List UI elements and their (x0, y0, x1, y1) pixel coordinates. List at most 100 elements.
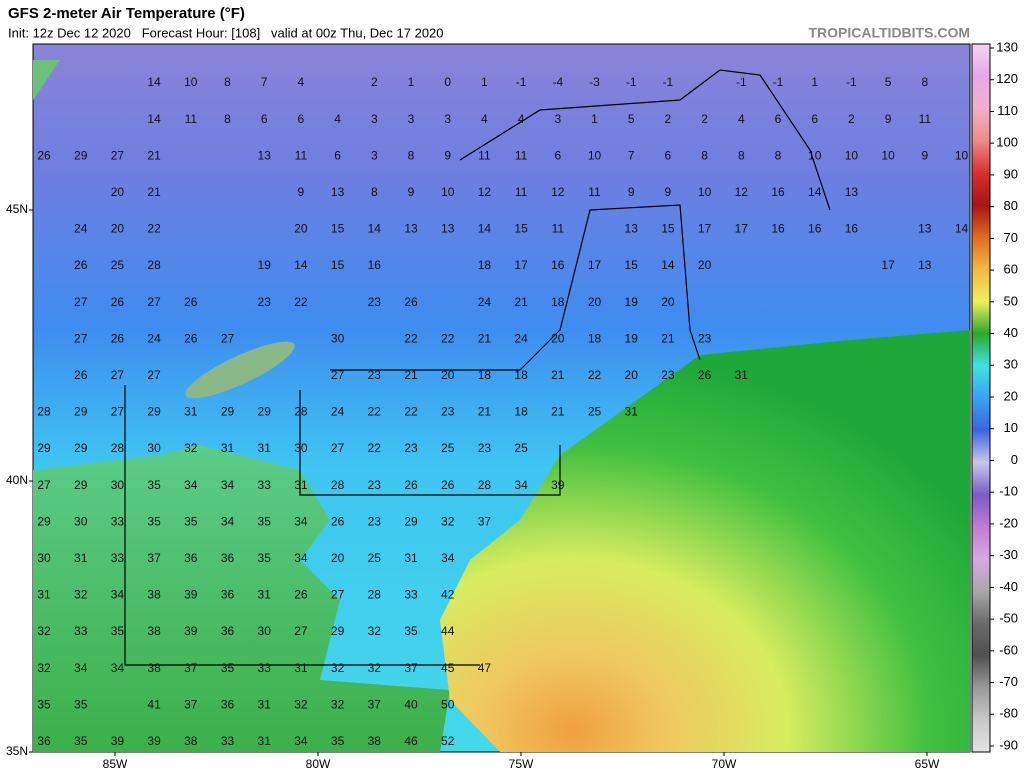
temperature-value: 8 (775, 148, 782, 162)
temperature-value: 21 (514, 295, 528, 309)
temperature-value: 6 (261, 112, 268, 126)
temperature-value: 19 (625, 295, 639, 309)
lat-label: 40N (6, 473, 28, 487)
temperature-values: 14 10 8 7 4 2 1 0 1 -1 -4 -3 -1 -1 -1 -1 1 -1 5 814 11 8 6 6 4 3 3… (37, 75, 968, 748)
temperature-value: 31 (221, 441, 235, 455)
colorbar-label: 30 (1004, 357, 1018, 372)
temperature-value: 9 (444, 148, 451, 162)
colorbar-label: 90 (1004, 166, 1018, 181)
temperature-value: 31 (404, 551, 418, 565)
temperature-value: 34 (184, 478, 198, 492)
temperature-value: 27 (331, 441, 345, 455)
temperature-value: 26 (441, 478, 455, 492)
temperature-value: 26 (74, 368, 88, 382)
temperature-value: 26 (111, 331, 125, 345)
temperature-value: 23 (404, 441, 418, 455)
temperature-value: 26 (294, 588, 308, 602)
temperature-value: -1 (516, 75, 527, 89)
temperature-value: 15 (331, 222, 345, 236)
temperature-value: 38 (147, 588, 161, 602)
temperature-value: 37 (478, 514, 492, 528)
temperature-value: 19 (258, 258, 272, 272)
temperature-value: 32 (441, 514, 455, 528)
temperature-value: 20 (588, 295, 602, 309)
colorbar-label: 100 (996, 135, 1018, 150)
temperature-value: 30 (37, 551, 51, 565)
temperature-value: 4 (481, 112, 488, 126)
temperature-value: 20 (294, 222, 308, 236)
temperature-value: 24 (331, 405, 345, 419)
temperature-value: 6 (811, 112, 818, 126)
temperature-value: 13 (441, 222, 455, 236)
temperature-value: 3 (408, 112, 415, 126)
temperature-value: 22 (404, 405, 418, 419)
temperature-value: 35 (111, 624, 125, 638)
temperature-value: 23 (368, 478, 382, 492)
temperature-value: 29 (258, 405, 272, 419)
colorbar-label: -80 (999, 706, 1018, 721)
colorbar-label: 110 (997, 103, 1018, 118)
temperature-value: 26 (404, 295, 418, 309)
temperature-value: 26 (37, 148, 51, 162)
lat-label: 45N (6, 202, 28, 216)
temperature-value: 39 (184, 624, 198, 638)
temperature-value: 18 (551, 295, 565, 309)
temperature-value: 32 (368, 661, 382, 675)
colorbar-label: 80 (1004, 198, 1018, 213)
colorbar-label: 130 (996, 39, 1018, 54)
temperature-value: 35 (37, 697, 51, 711)
temperature-value: 26 (404, 478, 418, 492)
temperature-value: 7 (628, 148, 635, 162)
temperature-value: 2 (848, 112, 855, 126)
temperature-value: 26 (184, 295, 198, 309)
temperature-value: 4 (334, 112, 341, 126)
temperature-value: -1 (663, 75, 674, 89)
temperature-value: 8 (921, 75, 928, 89)
temperature-value: 14 (147, 112, 161, 126)
temperature-value: 22 (368, 405, 382, 419)
colorbar-label: 10 (1004, 420, 1018, 435)
lon-label: 85W (103, 757, 128, 771)
temperature-value: 22 (441, 331, 455, 345)
temperature-value: 24 (74, 222, 88, 236)
temperature-value: 11 (478, 148, 491, 162)
temperature-value: 36 (37, 734, 51, 748)
temperature-value: 33 (258, 478, 272, 492)
temperature-value: 12 (551, 185, 565, 199)
temperature-value: -1 (846, 75, 857, 89)
temperature-value: 23 (368, 295, 382, 309)
temperature-value: 35 (147, 514, 161, 528)
temperature-value: 35 (258, 551, 272, 565)
temperature-value: 16 (771, 222, 785, 236)
temperature-value: 34 (111, 661, 125, 675)
temperature-value: 18 (514, 405, 528, 419)
temperature-value: 19 (625, 331, 639, 345)
temperature-value: 11 (515, 148, 528, 162)
temperature-value: 5 (628, 112, 635, 126)
temperature-value: 39 (147, 734, 161, 748)
temperature-value: 28 (478, 478, 492, 492)
lon-label: 75W (509, 757, 534, 771)
temperature-value: 4 (738, 112, 745, 126)
temperature-value: 37 (368, 697, 382, 711)
temperature-value: 13 (918, 258, 932, 272)
state-border (124, 385, 480, 666)
temperature-value: 13 (258, 148, 272, 162)
temperature-value: 10 (881, 148, 895, 162)
temperature-value: 27 (221, 331, 235, 345)
temperature-value: 24 (147, 331, 161, 345)
temperature-value: 28 (147, 258, 161, 272)
temperature-value: 9 (665, 185, 672, 199)
temperature-value: 18 (478, 368, 492, 382)
temperature-value: 15 (625, 258, 639, 272)
border (459, 69, 831, 211)
temperature-value: 30 (147, 441, 161, 455)
lake-erie (185, 341, 295, 399)
temperature-value: 27 (74, 295, 88, 309)
temperature-value: 11 (185, 112, 198, 126)
temperature-value: -1 (773, 75, 784, 89)
temperature-value: 10 (184, 75, 198, 89)
temperature-value: 24 (478, 295, 492, 309)
temperature-value: 50 (441, 697, 455, 711)
temperature-value: 17 (588, 258, 602, 272)
